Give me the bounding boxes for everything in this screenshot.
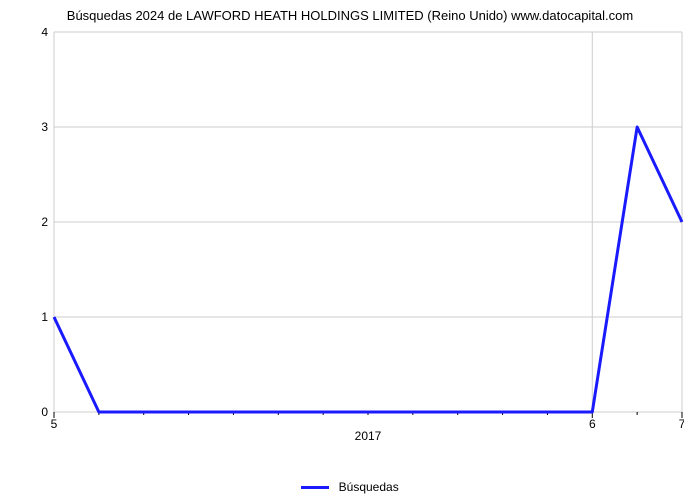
chart-container: Búsquedas 2024 de LAWFORD HEATH HOLDINGS… [0,0,700,500]
y-tick-label: 4 [41,28,48,39]
chart-plot-area: 0 1 2 3 4 5 6 7 2017 [36,28,684,446]
x-group-label: 2017 [355,429,382,443]
chart-title: Búsquedas 2024 de LAWFORD HEATH HOLDINGS… [0,8,700,23]
series-line [54,127,682,412]
y-tick-label: 0 [41,405,48,419]
x-tick-label: 7 [679,417,684,431]
chart-legend: Búsquedas [0,479,700,494]
y-tick-label: 2 [41,215,48,229]
y-tick-label: 3 [41,120,48,134]
x-tick-label: 5 [51,417,58,431]
y-axis-labels: 0 1 2 3 4 [41,28,48,419]
legend-label: Búsquedas [339,480,399,494]
x-tick-label: 6 [589,417,596,431]
y-gridlines [54,32,682,412]
legend-line-swatch [301,486,329,489]
y-tick-label: 1 [41,310,48,324]
x-axis-labels: 5 6 7 2017 [51,417,684,443]
